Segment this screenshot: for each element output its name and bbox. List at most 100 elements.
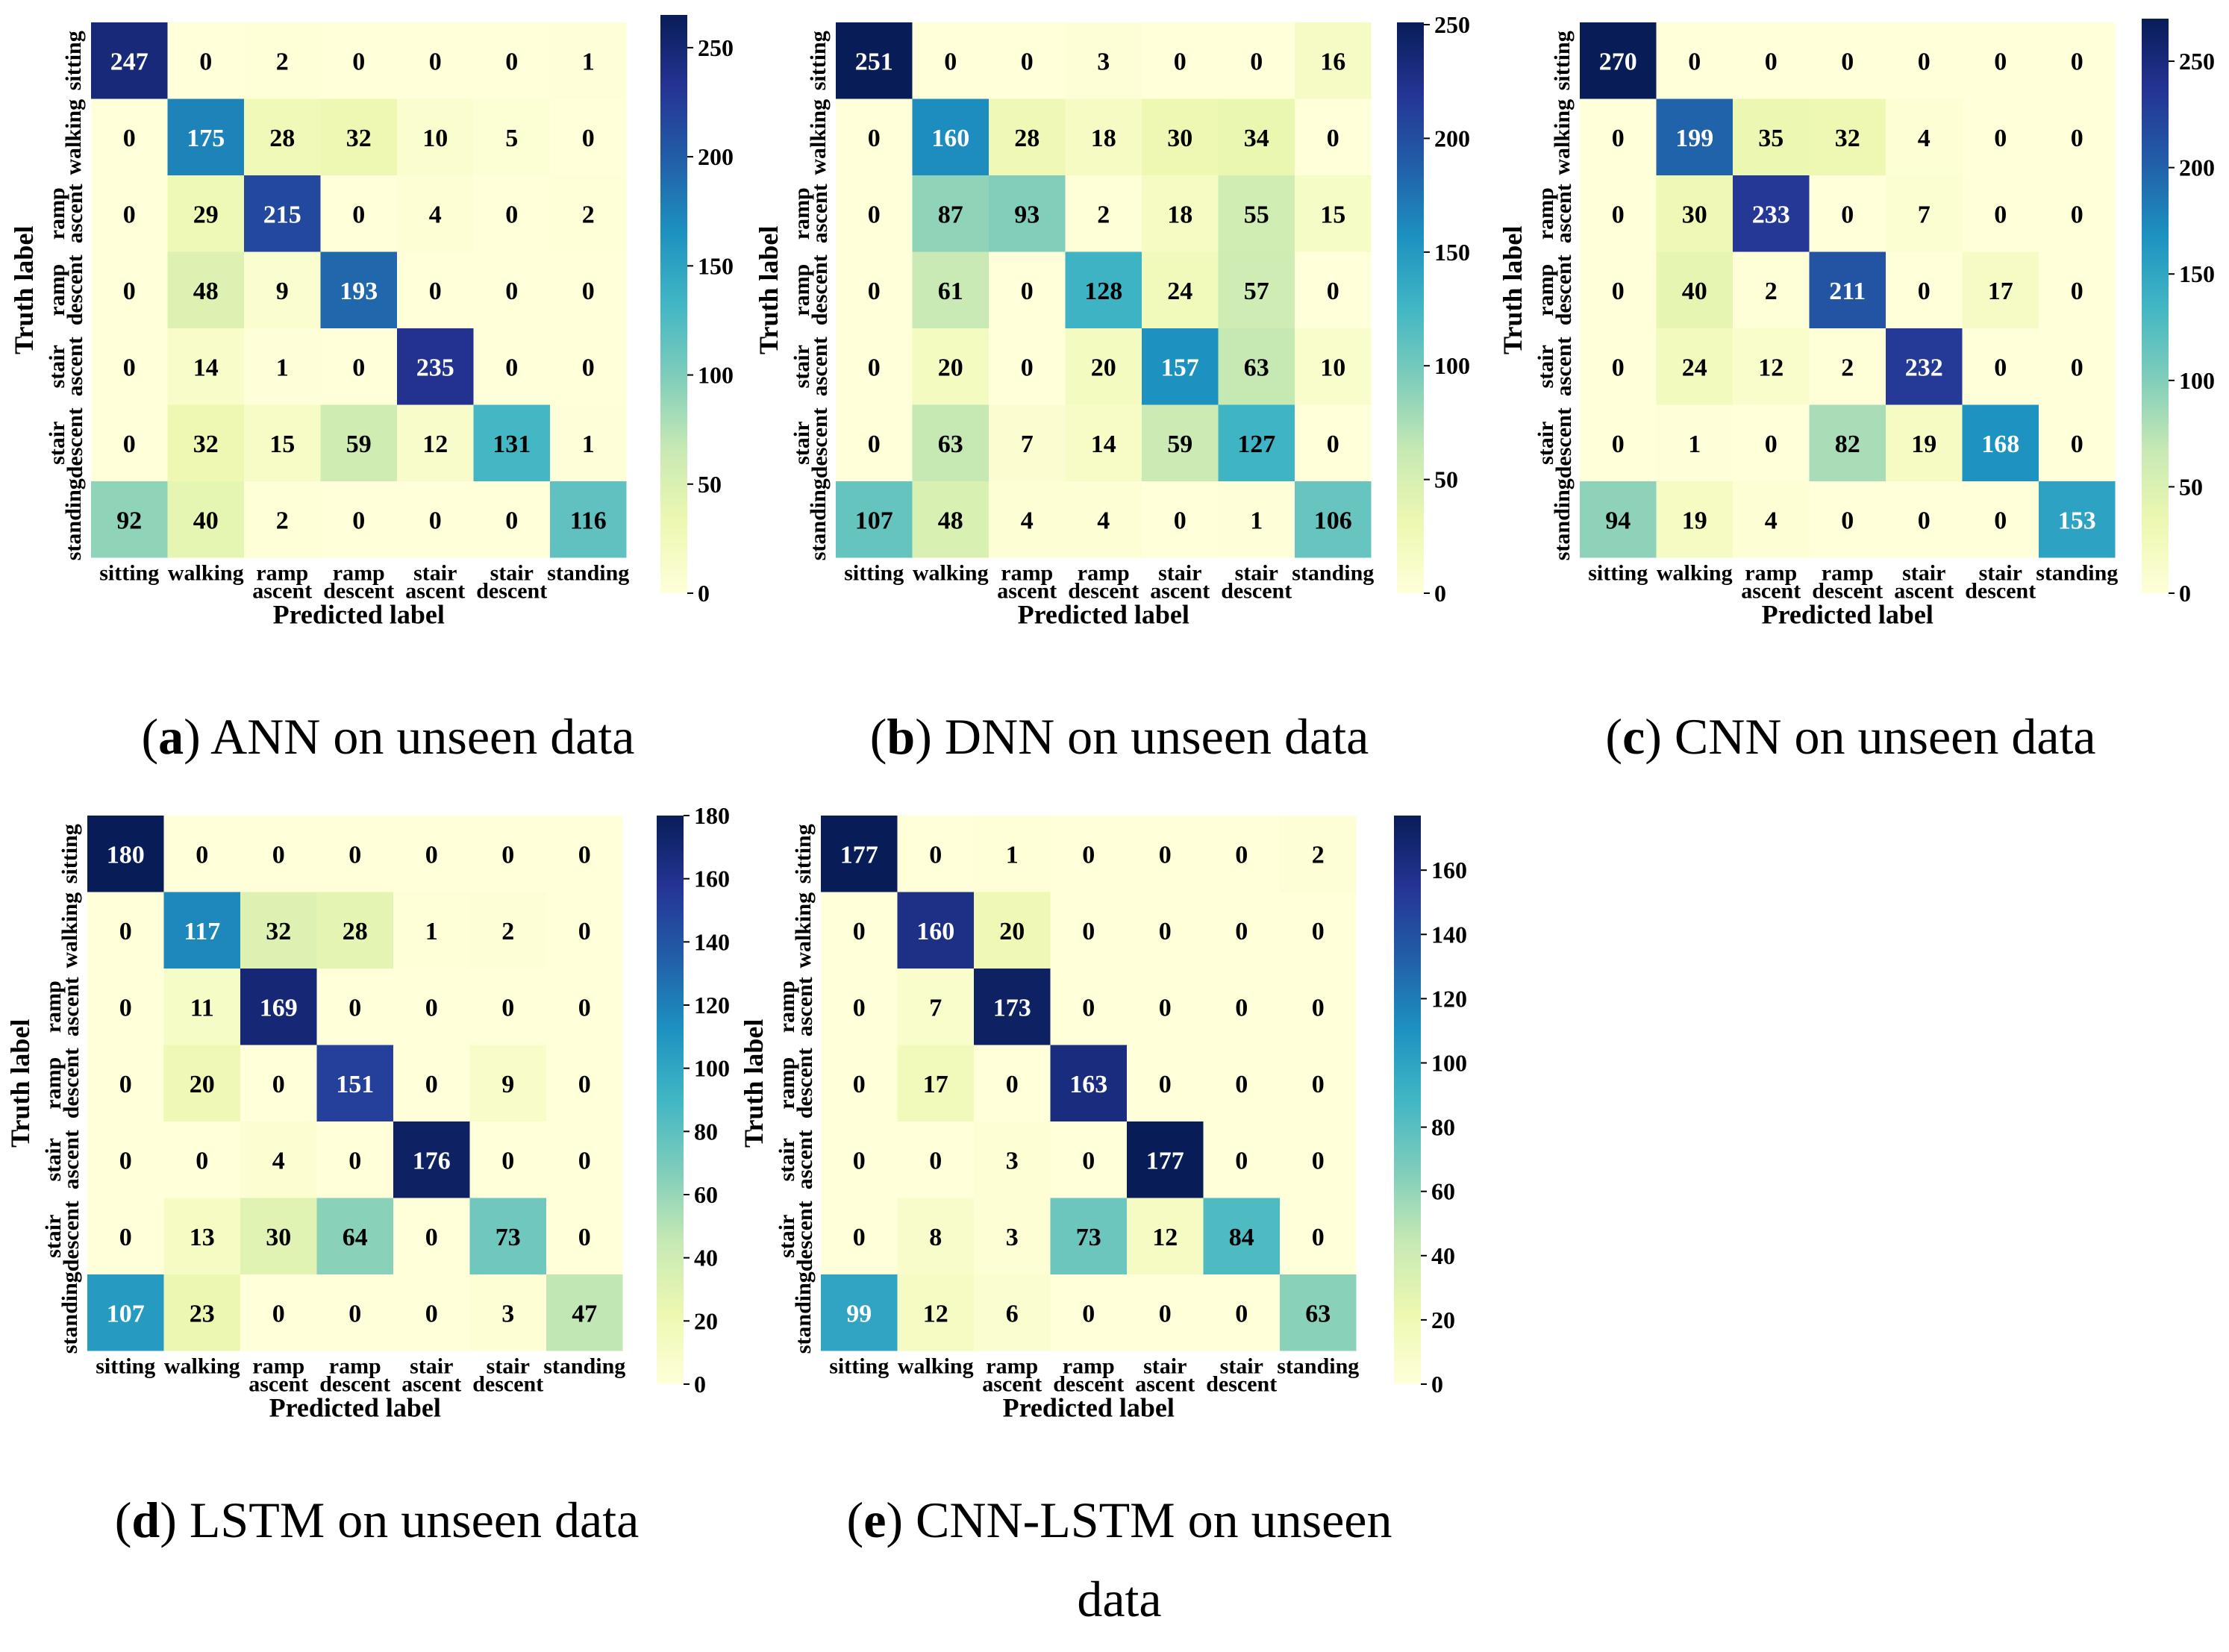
cell-value: 131 <box>493 431 531 458</box>
heatmap-cell <box>1218 481 1295 558</box>
cell-value: 0 <box>1159 1300 1172 1327</box>
x-tick-word: ascent <box>405 579 465 604</box>
cell-value: 13 <box>190 1224 215 1251</box>
heatmap-cell <box>989 404 1066 481</box>
heatmap-cell <box>1886 404 1963 481</box>
heatmap-cell <box>167 481 244 558</box>
heatmap-cell <box>1065 328 1142 405</box>
cell-value: 35 <box>1758 125 1783 152</box>
cell-value: 0 <box>272 841 285 869</box>
x-tick-label: standing <box>547 561 629 586</box>
cell-value: 0 <box>123 125 136 152</box>
colorbar-tick-label: 20 <box>1431 1307 1455 1333</box>
panel-c: 270 0 0 0 0 0 00 199 35 32 4 0 00 30 233 0 7 0 00 40 2 211 0 17… <box>1498 19 2215 765</box>
cell-value: 0 <box>2071 278 2083 305</box>
y-tick-word: descent <box>1551 407 1576 478</box>
cell-value: 28 <box>343 918 368 945</box>
x-tick-label: standing <box>1277 1354 1359 1379</box>
heatmap-cell <box>2039 22 2116 99</box>
cell-value: 0 <box>853 994 866 1021</box>
caption-letter: a <box>158 708 184 765</box>
heatmap-cell <box>1142 404 1219 481</box>
cell-value: 0 <box>505 48 518 75</box>
heatmap-cell <box>1886 175 1963 252</box>
cell-value: 0 <box>944 48 957 75</box>
cell-value: 2 <box>1312 841 1325 869</box>
y-tick-label: walking <box>806 99 831 175</box>
heatmap-cell <box>912 175 989 252</box>
heatmap-cell <box>393 892 470 969</box>
heatmap-cell <box>1127 1045 1204 1121</box>
y-axis-label: Truth label <box>9 226 39 354</box>
cell-value: 0 <box>1918 507 1931 534</box>
heatmap-cell <box>1962 175 2039 252</box>
y-tick-word: descent <box>63 254 87 325</box>
caption-text: DNN on unseen data <box>945 708 1369 765</box>
colorbar-tick-label: 40 <box>694 1245 718 1271</box>
heatmap-cell <box>87 1274 164 1351</box>
heatmap-cell <box>397 175 474 252</box>
x-tick-label: standing <box>2036 561 2118 586</box>
cell-value: 0 <box>1765 431 1778 458</box>
colorbar-tick-label: 0 <box>1434 580 1446 607</box>
y-tick-word: ascent <box>793 1130 817 1189</box>
y-tick-word: stair <box>45 422 69 465</box>
cell-value: 59 <box>1167 431 1192 458</box>
colorbar-tick-label: 160 <box>1431 857 1467 883</box>
heatmap-cell <box>1203 1198 1280 1274</box>
heatmap-cell <box>1127 1121 1204 1198</box>
heatmap-cell <box>974 1274 1051 1351</box>
y-tick-label: walking <box>1550 99 1575 175</box>
heatmap-cell <box>397 98 474 175</box>
y-tick-word: stair <box>41 1138 66 1181</box>
colorbar-tick-label: 200 <box>2179 154 2215 181</box>
caption-paren: ( <box>115 1492 132 1548</box>
heatmap-cell <box>1127 816 1204 892</box>
cell-value: 173 <box>993 994 1031 1021</box>
cell-value: 0 <box>425 1300 438 1327</box>
cell-value: 0 <box>578 841 591 869</box>
x-tick-word: ascent <box>997 579 1057 604</box>
x-axis-label: Predicted label <box>269 1393 441 1423</box>
x-tick-word: ramp <box>1063 1354 1115 1379</box>
panel-a: 247 0 2 0 0 0 10 175 28 32 10 5 00 29 215 0 4 0 20 48 9 193 0 0… <box>9 15 734 765</box>
heatmap-cell <box>1295 175 1372 252</box>
x-tick-word: stair <box>1158 561 1201 586</box>
cell-value: 34 <box>1244 125 1269 152</box>
panel-caption: (e) CNN-LSTM on unseen data <box>847 1492 1392 1627</box>
colorbar-tick-label: 0 <box>698 580 710 607</box>
cell-value: 0 <box>1612 125 1625 152</box>
cell-value: 10 <box>1320 354 1345 381</box>
heatmap-cell <box>397 328 474 405</box>
x-tick-word: stair <box>1235 561 1278 586</box>
heatmap-cell <box>316 892 393 969</box>
heatmap-cell <box>1142 251 1219 328</box>
y-tick-label: sitting <box>806 31 831 90</box>
y-tick-word: descent <box>807 407 832 478</box>
x-tick-word: ramp <box>329 1354 381 1379</box>
heatmap-cell <box>546 1121 623 1198</box>
heatmap-cell <box>1295 98 1372 175</box>
y-tick-word: standing <box>57 1271 82 1354</box>
cell-value: 23 <box>190 1300 215 1327</box>
cell-value: 0 <box>1082 1300 1095 1327</box>
y-tick-label: standing <box>791 1271 816 1354</box>
x-tick-label: walking <box>164 1354 240 1379</box>
cell-value: 9 <box>501 1071 514 1098</box>
heatmap-cell <box>1065 481 1142 558</box>
heatmap-cell <box>1809 98 1886 175</box>
cell-value: 0 <box>505 354 518 381</box>
heatmap-cell <box>1886 22 1963 99</box>
heatmap-cell <box>244 404 321 481</box>
heatmap-cell <box>897 969 974 1045</box>
colorbar-tick-label: 80 <box>694 1118 718 1145</box>
cell-value: 99 <box>846 1300 872 1327</box>
panel-caption: (a) ANN on unseen data <box>142 708 635 765</box>
cell-value: 107 <box>107 1300 145 1327</box>
heatmap-cell <box>469 969 546 1045</box>
